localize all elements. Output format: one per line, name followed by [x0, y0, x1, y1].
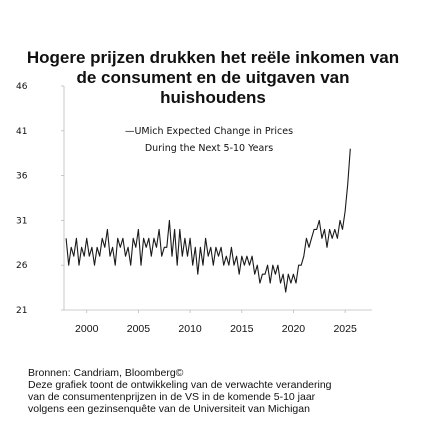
chart-axes	[63, 86, 372, 311]
series-line	[65, 148, 351, 293]
y-axis-ticks: 21 26 31 36 41 46	[16, 82, 64, 316]
chart-title-line-3: huishoudens	[160, 88, 266, 107]
chart-title: Hogere prijzen drukken het reële inkomen…	[0, 48, 426, 108]
y-tick-label: 36	[16, 172, 28, 182]
x-tick-label: 2020	[282, 323, 306, 335]
y-tick-label: 21	[16, 306, 27, 316]
x-tick-label: 2015	[230, 323, 254, 335]
chart-legend: —UMich Expected Change in Prices During …	[125, 126, 293, 154]
description-line-2: van de consumentenprijzen in de VS in de…	[28, 391, 316, 403]
x-tick-label: 2010	[178, 323, 202, 335]
x-tick-label: 2000	[75, 323, 99, 335]
source-note: Bronnen: Candriam, Bloomberg©	[28, 367, 184, 379]
y-tick-label: 26	[16, 261, 28, 271]
x-tick-label: 2025	[333, 323, 357, 335]
legend-label-line-2: During the Next 5-10 Years	[145, 143, 273, 154]
chart-title-line-1: Hogere prijzen drukken het reële inkomen…	[26, 48, 400, 67]
description-line-1: Deze grafiek toont de ontwikkeling van d…	[28, 379, 332, 391]
x-axis-ticks: 2000 2005 2010 2015 2020 2025	[75, 310, 357, 335]
chart-footer: Bronnen: Candriam, Bloomberg© Deze grafi…	[28, 367, 408, 415]
y-tick-label: 41	[16, 127, 27, 137]
legend-label-line-1: —UMich Expected Change in Prices	[125, 126, 293, 137]
y-tick-label: 46	[16, 82, 28, 92]
y-tick-label: 31	[16, 216, 27, 226]
description-line-3: volgens een gezinsenquête van de Univers…	[28, 403, 310, 415]
x-tick-label: 2005	[127, 323, 151, 335]
chart-series	[65, 148, 351, 293]
chart-title-line-2: de consument en de uitgaven van	[76, 68, 350, 87]
